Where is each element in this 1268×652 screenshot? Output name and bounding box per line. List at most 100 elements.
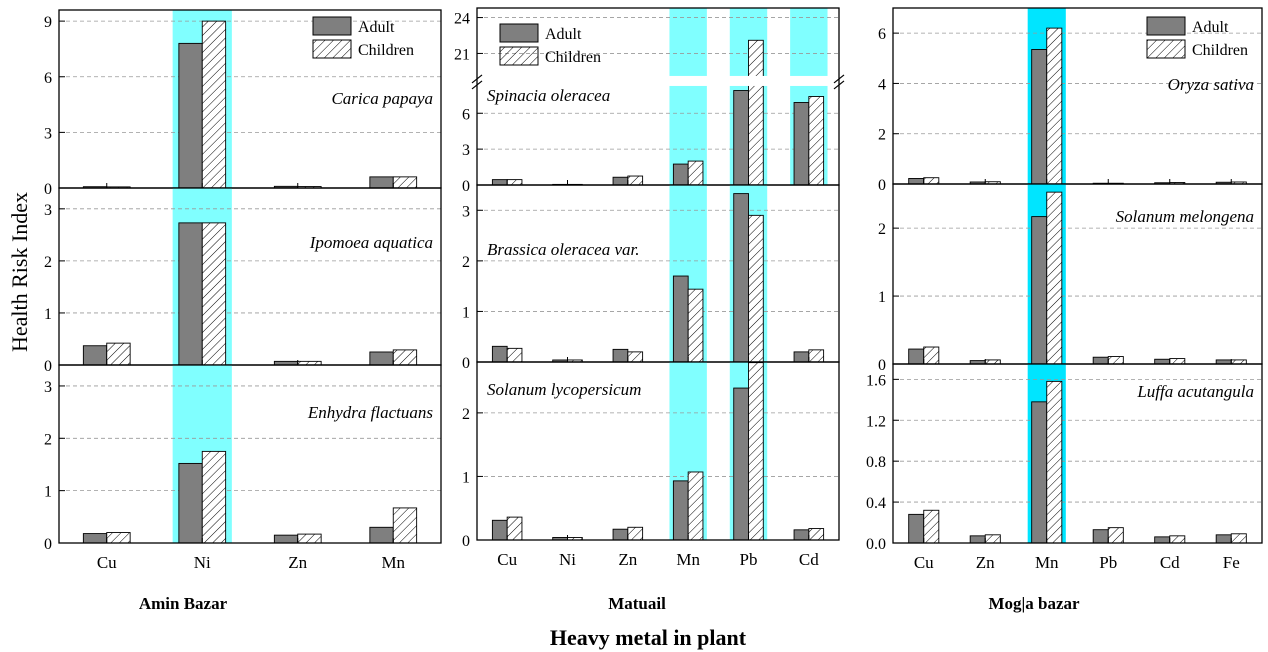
- bar-adult-zn: [612, 176, 629, 186]
- y-tick-label: 0.8: [866, 454, 886, 471]
- bar-adult-cu: [491, 345, 508, 363]
- bar-adult-pb: [1092, 529, 1109, 544]
- plant-label-luffa-acutangula: Luffa acutangula: [1136, 382, 1254, 401]
- bar-children-cd: [1169, 358, 1186, 365]
- legend-swatch-children: [499, 46, 539, 66]
- x-tick-label-zn: Zn: [976, 553, 995, 572]
- x-axis-label: Heavy metal in plant: [550, 625, 747, 650]
- panel-oryza-sativa: 0 2 4 6 Oryza sativa Adult Children: [878, 7, 1263, 194]
- bar-adult-cu: [491, 519, 508, 541]
- bar-adult-zn: [612, 528, 629, 541]
- x-tick-label-cu: Cu: [914, 553, 934, 572]
- y-tick-label: 3: [44, 202, 52, 219]
- panel-solanum-melongena: 0 1 2 Solanum melongena: [878, 183, 1263, 374]
- highlight-mn: [669, 8, 707, 185]
- x-tick-label-ni: Ni: [194, 553, 211, 572]
- group-label-matuail: Matuail: [608, 594, 666, 613]
- panel-ipomoea-aquatica: 0 1 2 3 Ipomoea aquatica: [44, 187, 442, 375]
- legend-swatch-adult: [312, 16, 352, 36]
- panel-solanum-lycopersicum: 0 1 2 Cu Ni Zn Mn Pb Cd Solanum lycopersicum: [462, 361, 840, 569]
- bar-adult-pb: [733, 387, 749, 541]
- legend-swatch-adult: [499, 23, 539, 43]
- y-tick-label: 1: [462, 469, 470, 486]
- panel-enhydra-flactuans: 0 1 2 3 Cu Ni Zn Mn Enhydra flactuans: [44, 364, 442, 572]
- y-tick-label: 1.2: [866, 413, 886, 430]
- panel-luffa-acutangula: 0.0 0.4 0.8 1.2 1.6 Cu Zn Mn Pb Cd Fe Luffa acutang…: [866, 363, 1263, 572]
- x-tick-label-mn: Mn: [676, 550, 700, 569]
- bar-adult-mn: [1031, 401, 1048, 544]
- y-tick-label: 1: [878, 289, 886, 306]
- bar-adult-mn: [1031, 216, 1048, 365]
- bar-children-mn: [687, 288, 704, 363]
- bar-adult-cd: [1154, 536, 1171, 544]
- y-tick-label: 6: [44, 70, 52, 87]
- panel-brassica-oleracea-var: 0 1 2 3 Brassica oleracea var.: [462, 184, 840, 372]
- y-tick-label: 1: [462, 304, 470, 321]
- bar-children-cu: [106, 532, 131, 544]
- bar-adult-ni: [178, 42, 203, 189]
- bar-children-cu: [923, 346, 940, 365]
- bar-children-cd: [808, 349, 825, 363]
- y-tick-label: 2: [44, 431, 52, 448]
- y-tick-label: 21: [454, 46, 470, 63]
- bar-adult-cu: [82, 345, 108, 366]
- y-tick-label: 6: [878, 26, 886, 43]
- panel-frame: [476, 361, 840, 541]
- y-tick-label: 0.0: [866, 536, 886, 553]
- y-tick-label: 0: [44, 536, 52, 553]
- y-tick-label: 6: [462, 106, 470, 123]
- bar-adult-cd: [1154, 358, 1171, 365]
- x-tick-label-zn: Zn: [288, 553, 307, 572]
- legend-label-adult: Adult: [1192, 19, 1229, 36]
- y-tick-label: 2: [878, 221, 886, 238]
- y-tick-label: 1: [44, 484, 52, 501]
- x-tick-label-cu: Cu: [97, 553, 117, 572]
- bar-adult-ni: [178, 462, 203, 544]
- x-tick-label-cd: Cd: [799, 550, 819, 569]
- x-tick-label-pb: Pb: [740, 550, 758, 569]
- bar-adult-mn: [369, 351, 394, 366]
- x-tick-label-cu: Cu: [497, 550, 517, 569]
- plant-label-oryza-sativa: Oryza sativa: [1168, 75, 1254, 94]
- bar-children-ni: [201, 222, 227, 366]
- bar-children-cu: [506, 516, 523, 541]
- bar-children-fe: [1230, 533, 1247, 544]
- plant-label-solanum-melongena: Solanum melongena: [1116, 207, 1254, 226]
- bar-adult-pb: [1092, 356, 1109, 365]
- bar-children-cd: [808, 528, 825, 541]
- bar-adult-cd: [793, 102, 810, 186]
- y-tick-label: 2: [878, 127, 886, 144]
- bar-children-mn: [392, 176, 418, 189]
- legend-label-adult: Adult: [545, 26, 582, 43]
- bar-adult-mn: [672, 275, 689, 363]
- plant-label-brassica-oleracea-var: Brassica oleracea var.: [487, 240, 640, 259]
- bar-children-pb: [748, 362, 764, 541]
- axis-break-gap: [474, 75, 842, 86]
- bar-children-ni: [201, 450, 227, 544]
- legend-label-children: Children: [545, 49, 601, 66]
- bar-adult-mn: [672, 163, 689, 186]
- bar-adult-cu: [908, 348, 925, 365]
- bar-children-mn: [1046, 27, 1063, 185]
- group-label-mogbazar: Mog|a bazar: [988, 594, 1080, 613]
- y-tick-label: 4: [878, 76, 886, 93]
- bar-adult-cu: [82, 533, 108, 544]
- y-tick-label: 2: [462, 406, 470, 423]
- y-tick-label: 3: [44, 125, 52, 142]
- x-tick-label-mn: Mn: [381, 553, 405, 572]
- bar-children-mn: [687, 160, 704, 186]
- y-tick-label: 0: [462, 533, 470, 550]
- bar-children-mn: [687, 471, 704, 541]
- legend-swatch-children: [1146, 39, 1186, 59]
- bar-children-cu: [923, 177, 940, 185]
- bar-children-pb: [1107, 356, 1124, 365]
- y-tick-label: 0: [44, 358, 52, 375]
- bar-adult-mn: [369, 176, 394, 189]
- y-tick-label: 3: [462, 142, 470, 159]
- y-tick-label: 3: [462, 203, 470, 220]
- bar-children-mn: [392, 507, 418, 544]
- x-tick-label-ni: Ni: [559, 550, 576, 569]
- bar-children-pb: [748, 214, 764, 363]
- y-tick-label: 2: [44, 254, 52, 271]
